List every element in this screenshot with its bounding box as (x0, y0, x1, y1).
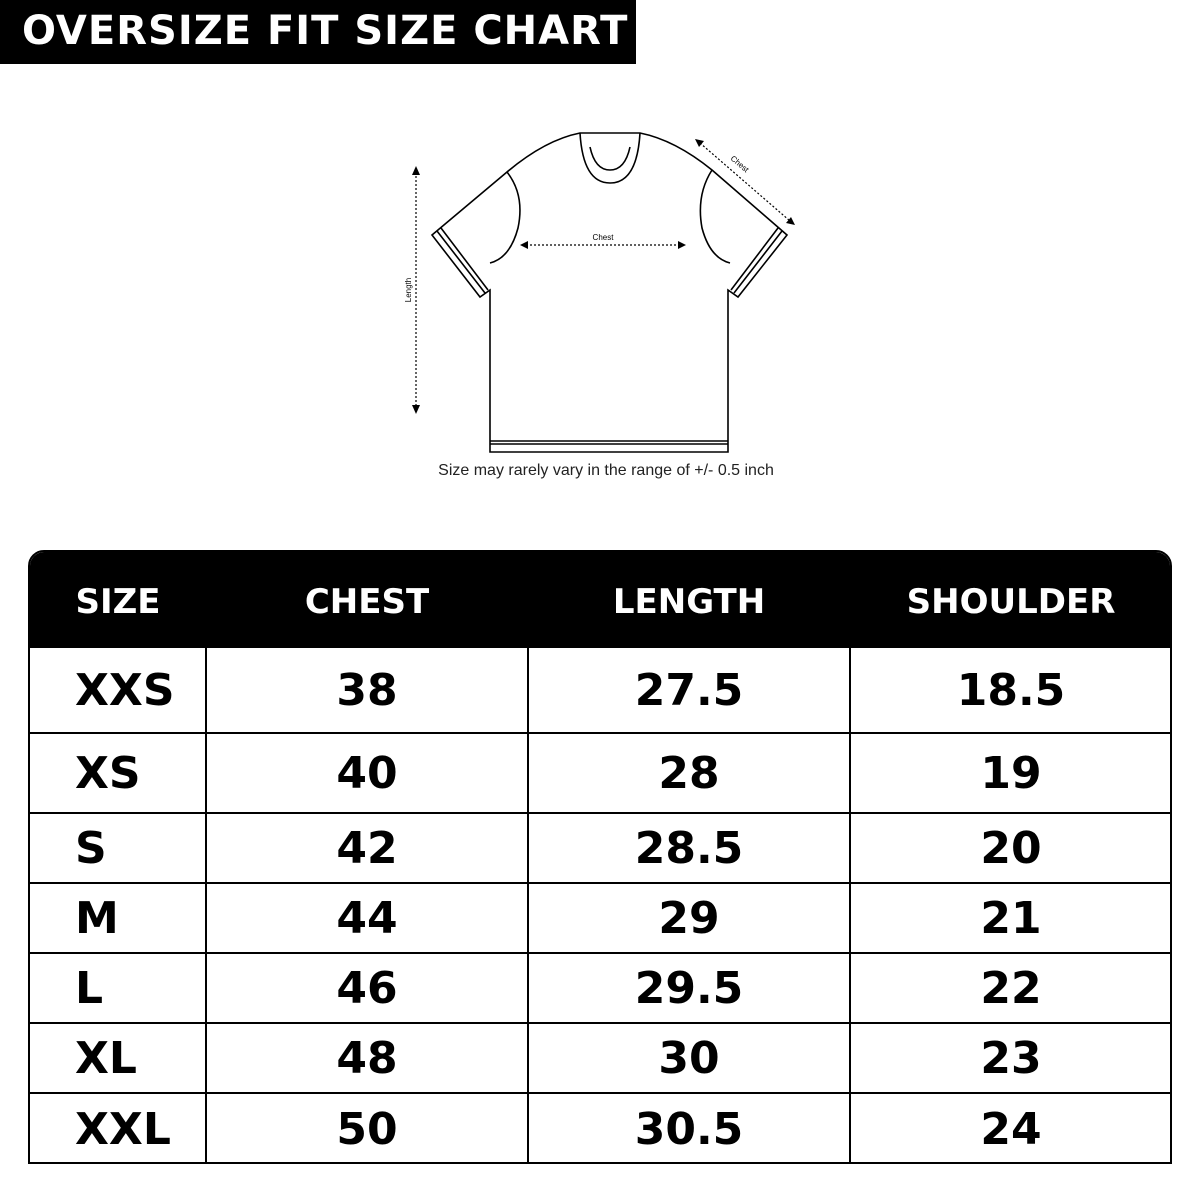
cell-shoulder: 20 (980, 822, 1042, 874)
table-row: XS 40 28 19 (30, 732, 1170, 812)
table-row: XXL 50 30.5 24 (30, 1092, 1170, 1162)
cell-chest: 40 (336, 747, 398, 799)
table-header: SIZE CHEST LENGTH SHOULDER (30, 552, 1170, 646)
cell-chest: 46 (336, 962, 398, 1014)
shoulder-label: Chest (729, 154, 751, 175)
chest-label: Chest (593, 233, 615, 242)
cell-size: S (75, 822, 107, 874)
cell-length: 27.5 (634, 664, 744, 716)
column-divider (849, 646, 851, 1162)
cell-length: 28 (658, 747, 720, 799)
cell-length: 29.5 (634, 962, 744, 1014)
header-length: LENGTH (612, 582, 766, 622)
size-variation-note: Size may rarely vary in the range of +/-… (438, 462, 774, 479)
cell-shoulder: 19 (980, 747, 1042, 799)
header-size: SIZE (75, 582, 161, 622)
header-shoulder: SHOULDER (906, 582, 1116, 622)
table-row: XL 48 30 23 (30, 1022, 1170, 1092)
column-divider (527, 646, 529, 1162)
cell-size: L (75, 962, 104, 1014)
cell-length: 29 (658, 892, 720, 944)
page-title: OVERSIZE FIT SIZE CHART (22, 8, 629, 54)
cell-size: XS (75, 747, 141, 799)
table-row: M 44 29 21 (30, 882, 1170, 952)
cell-size: XXS (75, 664, 175, 716)
cell-chest: 48 (336, 1032, 398, 1084)
cell-shoulder: 24 (980, 1103, 1042, 1155)
cell-length: 30.5 (634, 1103, 744, 1155)
tshirt-diagram: Chest Chest Length (404, 132, 795, 453)
cell-chest: 50 (336, 1103, 398, 1155)
column-divider (205, 646, 207, 1162)
cell-chest: 38 (336, 664, 398, 716)
header-chest: CHEST (304, 582, 430, 622)
title-banner: OVERSIZE FIT SIZE CHART (0, 0, 636, 64)
cell-shoulder: 23 (980, 1032, 1042, 1084)
tshirt-outline (430, 132, 789, 453)
cell-length: 28.5 (634, 822, 744, 874)
length-label: Length (404, 278, 413, 302)
cell-size: M (75, 892, 119, 944)
cell-size: XXL (75, 1103, 171, 1155)
table-row: XXS 38 27.5 18.5 (30, 646, 1170, 732)
cell-shoulder: 18.5 (956, 664, 1066, 716)
table-row: L 46 29.5 22 (30, 952, 1170, 1022)
size-table: SIZE CHEST LENGTH SHOULDER XXS 38 27.5 18.5… (28, 550, 1172, 1164)
table-row: S 42 28.5 20 (30, 812, 1170, 882)
cell-chest: 44 (336, 892, 398, 944)
cell-size: XL (75, 1032, 137, 1084)
cell-shoulder: 22 (980, 962, 1042, 1014)
cell-shoulder: 21 (980, 892, 1042, 944)
cell-chest: 42 (336, 822, 398, 874)
cell-length: 30 (658, 1032, 720, 1084)
